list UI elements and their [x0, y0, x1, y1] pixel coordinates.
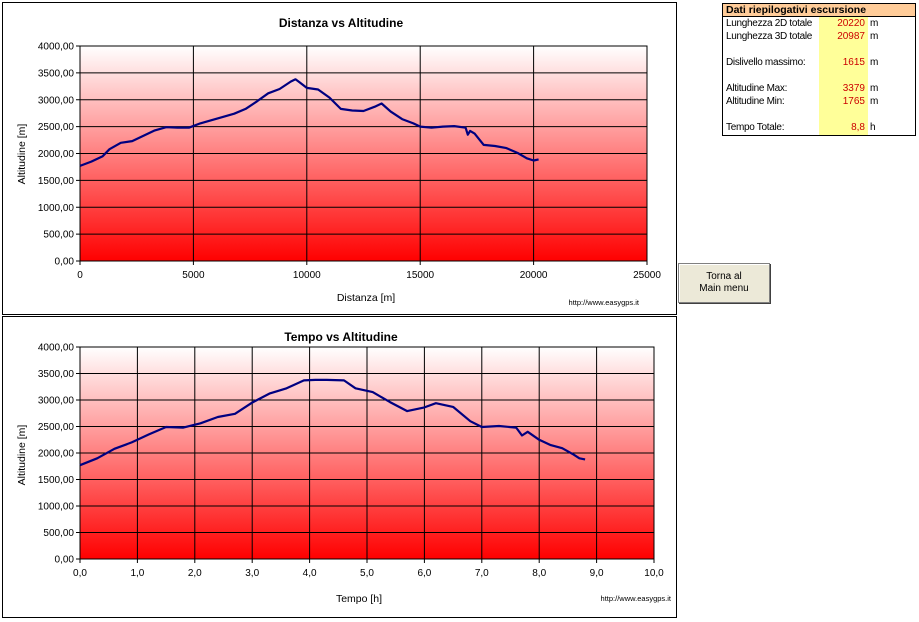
summary-value: 8,8 [851, 122, 865, 133]
summary-table: Dati riepilogativi escursione Lunghezza … [722, 3, 916, 136]
credit-text: http://www.easygps.it [601, 594, 672, 603]
y-tick-label: 3500,00 [38, 68, 75, 79]
x-axis-label: Distanza [m] [337, 292, 395, 304]
summary-row: Altitudine Max: 3379 m [723, 83, 915, 95]
summary-label: Tempo Totale: [726, 122, 785, 133]
summary-header: Dati riepilogativi escursione [723, 4, 915, 17]
return-main-menu-button[interactable]: Torna al Main menu [678, 263, 770, 303]
x-tick-label: 10,0 [644, 568, 664, 579]
summary-value-column [819, 17, 868, 135]
summary-row: Altitudine Min: 1765 m [723, 96, 915, 108]
chart-title: Tempo vs Altitudine [284, 330, 398, 344]
y-tick-label: 3000,00 [38, 95, 75, 106]
x-tick-label: 15000 [406, 270, 434, 281]
x-tick-label: 5,0 [360, 568, 374, 579]
x-tick-label: 8,0 [532, 568, 546, 579]
chart-title: Distanza vs Altitudine [279, 16, 404, 30]
summary-unit: m [870, 31, 879, 42]
credit-text: http://www.easygps.it [569, 298, 640, 307]
y-tick-label: 500,00 [43, 230, 74, 241]
altitude-series-line [79, 378, 586, 467]
y-tick-label: 3000,00 [38, 396, 75, 407]
x-tick-label: 9,0 [590, 568, 604, 579]
summary-value: 3379 [842, 83, 865, 94]
summary-unit: m [870, 18, 879, 29]
return-button-line1: Torna al [706, 271, 742, 282]
summary-value: 1765 [842, 96, 865, 107]
y-tick-label: 3500,00 [38, 369, 75, 380]
distance-altitude-chart-svg: Distanza vs Altitudine Distanza [m] Alti… [16, 16, 661, 307]
summary-value: 20987 [837, 31, 865, 42]
summary-row: Lunghezza 3D totale 20987 m [723, 31, 915, 43]
x-tick-label: 25000 [633, 270, 661, 281]
y-tick-label: 4000,00 [38, 42, 75, 53]
y-tick-label: 0,00 [55, 555, 75, 566]
y-tick-label: 4000,00 [38, 343, 75, 354]
y-tick-label: 2000,00 [38, 149, 75, 160]
x-tick-label: 20000 [520, 270, 548, 281]
summary-unit: m [870, 57, 879, 68]
summary-row: Lunghezza 2D totale 20220 m [723, 18, 915, 30]
y-tick-label: 0,00 [55, 257, 75, 268]
y-tick-label: 2500,00 [38, 122, 75, 133]
summary-row: Tempo Totale: 8,8 h [723, 122, 915, 134]
summary-row: Dislivello massimo: 1615 m [723, 57, 915, 69]
y-tick-label: 2000,00 [38, 449, 75, 460]
summary-label: Altitudine Min: [726, 96, 785, 107]
y-tick-label: 1500,00 [38, 475, 75, 486]
x-tick-label: 3,0 [245, 568, 259, 579]
y-tick-label: 1000,00 [38, 502, 75, 513]
summary-value: 20220 [837, 18, 865, 29]
time-altitude-chart-svg: Tempo vs Altitudine Tempo [h] Altitudine… [16, 330, 672, 605]
x-tick-label: 10000 [293, 270, 321, 281]
x-tick-label: 7,0 [475, 568, 489, 579]
x-axis-label: Tempo [h] [336, 593, 382, 605]
return-button-line2: Main menu [699, 283, 749, 294]
x-tick-label: 2,0 [188, 568, 202, 579]
summary-unit: h [870, 122, 876, 133]
x-tick-label: 4,0 [303, 568, 317, 579]
time-altitude-chart: Tempo vs Altitudine Tempo [h] Altitudine… [2, 316, 677, 618]
x-tick-label: 5000 [182, 270, 205, 281]
y-tick-label: 1000,00 [38, 203, 75, 214]
y-axis-label: Altitudine [m] [16, 425, 28, 486]
x-tick-label: 6,0 [417, 568, 431, 579]
y-tick-label: 500,00 [43, 528, 74, 539]
x-tick-label: 0 [77, 270, 83, 281]
altitude-series-line [79, 78, 539, 167]
y-tick-label: 1500,00 [38, 176, 75, 187]
summary-label: Lunghezza 2D totale [726, 18, 813, 29]
summary-label: Dislivello massimo: [726, 57, 806, 68]
x-tick-label: 0,0 [73, 568, 87, 579]
x-tick-label: 1,0 [130, 568, 144, 579]
y-tick-label: 2500,00 [38, 422, 75, 433]
summary-unit: m [870, 96, 879, 107]
distance-altitude-chart: Distanza vs Altitudine Distanza [m] Alti… [2, 2, 677, 315]
summary-unit: m [870, 83, 879, 94]
summary-label: Altitudine Max: [726, 83, 788, 94]
y-axis-label: Altitudine [m] [16, 124, 28, 185]
summary-label: Lunghezza 3D totale [726, 31, 813, 42]
summary-value: 1615 [842, 57, 865, 68]
